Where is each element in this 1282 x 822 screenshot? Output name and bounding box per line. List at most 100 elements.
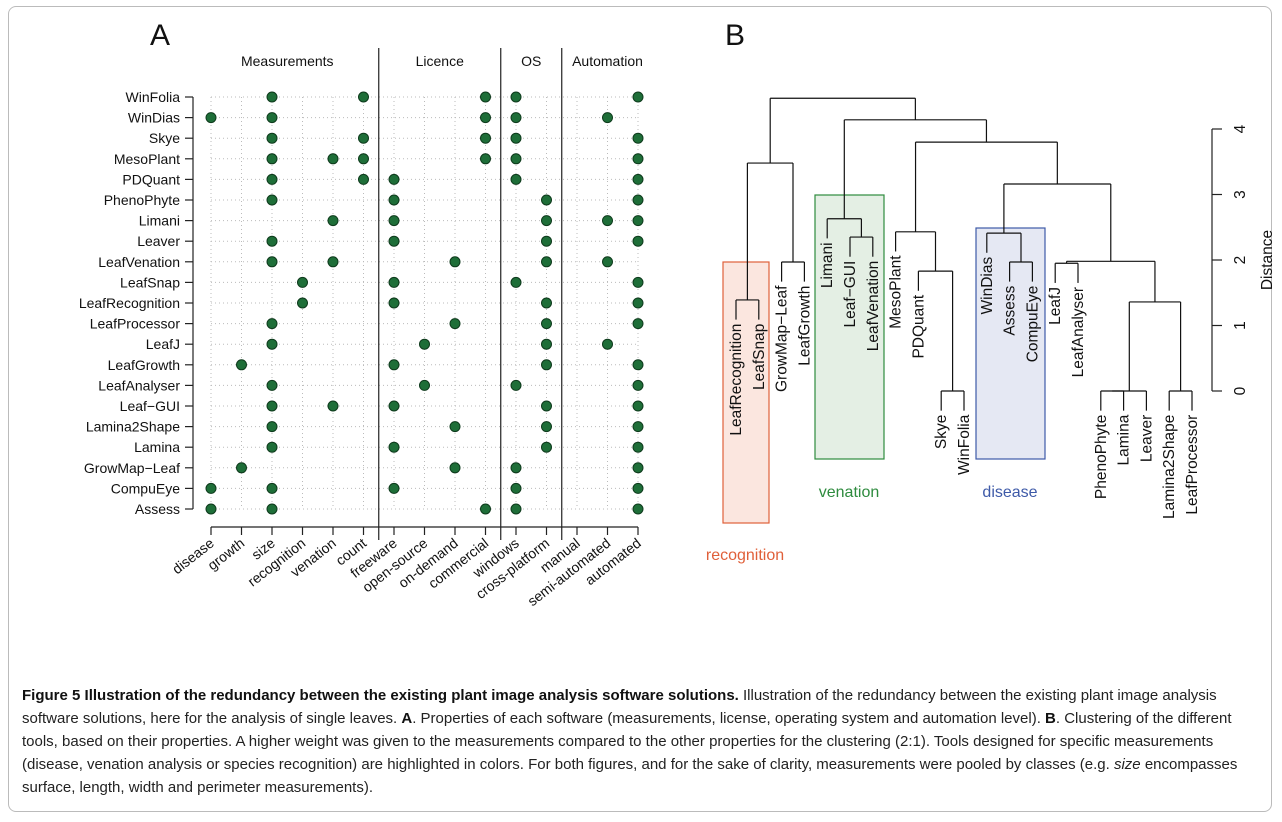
row-label: Skye	[149, 130, 180, 146]
dot	[327, 256, 339, 268]
leaf-label: GrowMap−Leaf	[774, 285, 791, 392]
dot	[510, 462, 522, 474]
dot	[205, 503, 217, 515]
leaf-label: Lamina	[1116, 414, 1133, 465]
dot	[419, 379, 430, 391]
dot	[602, 215, 613, 227]
dot	[510, 276, 522, 288]
dot	[541, 215, 552, 227]
row-label: WinDias	[128, 110, 180, 126]
dot	[266, 482, 278, 494]
dot	[388, 482, 400, 494]
dot	[541, 400, 552, 412]
row-label: Lamina	[134, 439, 180, 455]
dot	[510, 482, 522, 494]
dot	[602, 338, 613, 350]
dot	[632, 359, 644, 371]
distance-tick-label: 0	[1232, 386, 1249, 395]
dot	[297, 297, 308, 309]
dot	[632, 297, 644, 309]
row-label: PhenoPhyte	[104, 192, 180, 208]
row-label: Lamina2Shape	[86, 419, 180, 435]
dot	[449, 462, 461, 474]
leaf-label: Leaf−GUI	[842, 261, 859, 328]
dot	[541, 318, 552, 330]
dot	[632, 379, 644, 391]
dot	[388, 400, 400, 412]
leaf-label: LeafAnalyser	[1070, 287, 1087, 377]
dot	[541, 235, 552, 247]
dot	[327, 215, 339, 227]
dot	[632, 132, 644, 144]
dot	[541, 359, 552, 371]
dot	[205, 112, 217, 124]
leaf-label: Lamina2Shape	[1161, 415, 1178, 519]
dot	[510, 91, 522, 103]
caption-text: . Clustering of the different tools, bas…	[22, 710, 1232, 773]
dot	[266, 153, 278, 165]
distance-tick-label: 4	[1232, 124, 1249, 133]
dot	[632, 276, 644, 288]
dot	[388, 297, 400, 309]
row-label: GrowMap−Leaf	[84, 460, 180, 476]
dot	[480, 91, 491, 103]
dot	[632, 194, 644, 206]
group-label: Licence	[416, 53, 464, 69]
row-label: Leaf−GUI	[120, 398, 180, 414]
leaf-label: Leaver	[1138, 415, 1155, 462]
dot	[236, 462, 247, 474]
leaf-label: CompuEye	[1024, 286, 1041, 363]
row-label: LeafRecognition	[79, 295, 180, 311]
caption-text: . Properties of each software (measureme…	[412, 710, 1041, 727]
distance-tick-label: 1	[1232, 321, 1249, 330]
row-label: Leaver	[137, 233, 180, 249]
dot	[632, 173, 644, 185]
cluster-label: recognition	[706, 547, 784, 564]
dot	[632, 462, 644, 474]
distance-tick-label: 3	[1232, 190, 1249, 199]
dot	[510, 132, 522, 144]
dot	[266, 421, 278, 433]
caption-text: Illustration of the redundancy between t…	[22, 687, 1217, 727]
dot	[266, 91, 278, 103]
dot	[266, 400, 278, 412]
leaf-label: Skye	[933, 415, 950, 449]
leaf-label: LeafProcessor	[1184, 415, 1201, 515]
dot	[449, 318, 461, 330]
dot	[236, 359, 247, 371]
dot	[266, 173, 278, 185]
dot	[480, 132, 491, 144]
row-label: LeafJ	[146, 336, 180, 352]
caption-title: Illustration of the redundancy between t…	[84, 687, 739, 704]
figure-frame	[8, 6, 1272, 812]
dot	[449, 256, 461, 268]
row-label: Assess	[135, 501, 180, 517]
dot	[358, 153, 369, 165]
dot	[541, 338, 552, 350]
dot	[297, 276, 308, 288]
dot	[632, 318, 644, 330]
dot	[419, 338, 430, 350]
dot	[266, 112, 278, 124]
dot	[541, 194, 552, 206]
dot	[266, 379, 278, 391]
dot	[632, 215, 644, 227]
dot	[632, 482, 644, 494]
cluster-label: venation	[819, 484, 880, 501]
row-label: LeafProcessor	[90, 316, 181, 332]
dot	[388, 173, 400, 185]
cluster-box	[722, 261, 770, 524]
dot	[388, 235, 400, 247]
dot	[266, 318, 278, 330]
dot	[632, 441, 644, 453]
leaf-label: WinFolia	[956, 414, 973, 475]
dot	[205, 482, 217, 494]
leaf-label: LeafRecognition	[728, 324, 745, 436]
caption-ref: A	[401, 710, 413, 727]
dot	[388, 215, 400, 227]
dot	[632, 400, 644, 412]
leaf-label: LeafSnap	[751, 324, 768, 390]
leaf-label: Limani	[819, 242, 836, 288]
dot	[358, 91, 369, 103]
